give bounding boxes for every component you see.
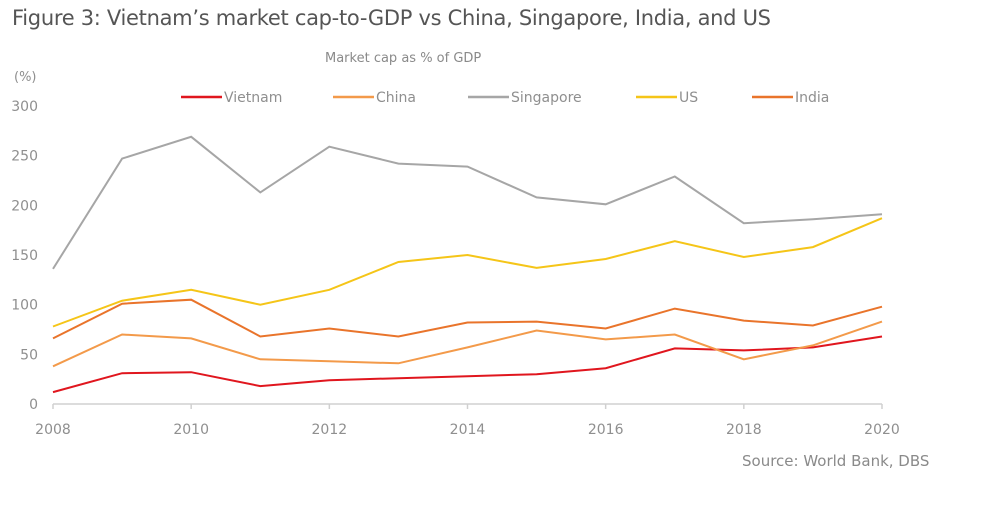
x-axis: 2008 2010 2012 2014 2016 2018 2020 — [35, 403, 900, 438]
legend-item-singapore: Singapore — [468, 90, 582, 106]
x-tick-label: 2018 — [726, 422, 762, 438]
x-tick-label: 2012 — [312, 422, 348, 438]
y-tick-label: 0 — [29, 397, 38, 413]
y-tick-label: 200 — [11, 198, 38, 214]
y-tick-label: 150 — [11, 248, 38, 264]
legend-item-vietnam: Vietnam — [181, 90, 282, 106]
legend-label: Vietnam — [224, 90, 282, 106]
legend-item-us: US — [636, 90, 698, 106]
y-axis: 0 50 100 150 200 250 300 — [11, 99, 38, 413]
legend-label: India — [795, 90, 829, 106]
y-tick-label: 300 — [11, 99, 38, 115]
series-line-china — [52, 320, 883, 368]
x-tick-label: 2020 — [864, 422, 900, 438]
x-tick-label: 2016 — [588, 422, 624, 438]
y-tick-label: 250 — [11, 149, 38, 165]
y-tick-label: 50 — [20, 347, 38, 363]
y-tick-label: 100 — [11, 298, 38, 314]
legend-label: China — [376, 90, 416, 106]
legend-label: Singapore — [511, 90, 582, 106]
series-line-vietnam — [52, 335, 883, 394]
x-tick-label: 2014 — [450, 422, 486, 438]
x-tick-label: 2010 — [173, 422, 209, 438]
series-line-india — [52, 298, 883, 340]
series-line-singapore — [52, 135, 883, 270]
legend-item-india: India — [752, 90, 829, 106]
source-note: Source: World Bank, DBS — [742, 452, 930, 470]
x-tick-label: 2008 — [35, 422, 71, 438]
series-lines — [52, 135, 883, 394]
legend-item-china: China — [333, 90, 416, 106]
legend: Vietnam China Singapore US India — [181, 90, 829, 106]
series-line-us — [52, 217, 883, 328]
figure-title: Figure 3: Vietnam’s market cap-to-GDP vs… — [12, 6, 771, 30]
chart-title: Market cap as % of GDP — [325, 51, 482, 66]
legend-label: US — [679, 90, 698, 106]
y-axis-unit-label: (%) — [14, 70, 37, 85]
